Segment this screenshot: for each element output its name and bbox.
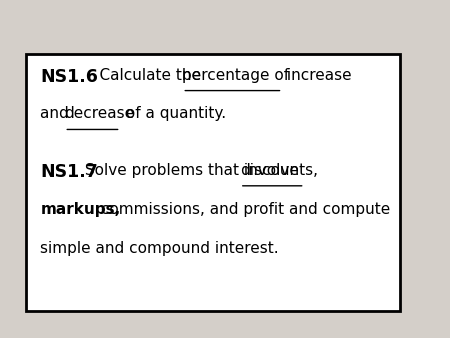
Text: NS1.6: NS1.6 [40, 68, 99, 86]
Text: Calculate the: Calculate the [80, 68, 206, 82]
FancyBboxPatch shape [26, 54, 400, 311]
Text: simple and compound interest.: simple and compound interest. [40, 241, 279, 256]
Text: of a quantity.: of a quantity. [121, 106, 226, 121]
Text: increase: increase [283, 68, 352, 82]
Text: and: and [40, 106, 74, 121]
Text: commissions, and profit and compute: commissions, and profit and compute [96, 202, 390, 217]
Text: decrease: decrease [64, 106, 135, 121]
Text: percentage of: percentage of [182, 68, 289, 82]
Text: discounts,: discounts, [240, 163, 318, 178]
Text: markups,: markups, [40, 202, 121, 217]
Text: NS1.7: NS1.7 [40, 163, 98, 181]
Text: Solve problems that involve: Solve problems that involve [80, 163, 304, 178]
